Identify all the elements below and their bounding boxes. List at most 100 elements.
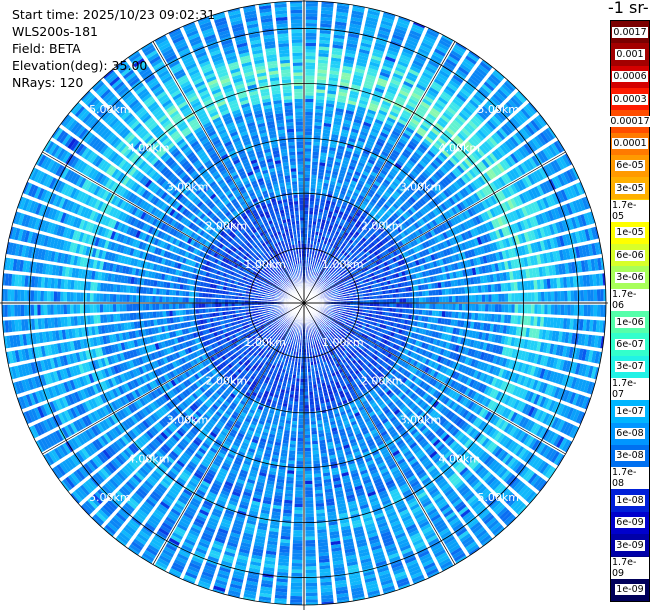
range-label: 1.00km <box>322 336 364 349</box>
radar-ray <box>304 303 467 564</box>
ray-separator <box>21 194 305 304</box>
radar-ray <box>304 79 517 303</box>
ray-separator <box>303 302 581 427</box>
ray-separator <box>303 302 587 412</box>
ray-separator <box>166 33 305 304</box>
range-label: 3.00km <box>400 413 442 426</box>
radar-ray <box>22 303 304 425</box>
radar-ray <box>304 303 505 537</box>
radar-ray <box>227 303 304 599</box>
ray-separator <box>303 302 469 557</box>
colorbar-segment: 3e-08 <box>611 444 649 468</box>
ray-separator <box>101 78 305 304</box>
ray-separator <box>303 302 337 604</box>
radar-ray <box>304 211 596 303</box>
radar-ray <box>304 69 505 303</box>
radar-ray <box>304 303 454 572</box>
radar-ray <box>304 303 605 349</box>
colorbar-segment: 3e-07 <box>611 355 649 378</box>
range-label: 1.00km <box>244 336 286 349</box>
colorbar-tick-label: 0.0003 <box>612 93 648 105</box>
radar-ray <box>304 303 606 317</box>
radar-ray <box>258 2 304 303</box>
azimuth-spoke <box>152 302 305 565</box>
ray-separator <box>225 11 305 304</box>
ray-count: NRays: 120 <box>12 75 84 90</box>
ray-separator <box>303 270 605 304</box>
colorbar-segment: 3e-05 <box>611 177 649 200</box>
ray-separator <box>303 302 558 468</box>
radar-ray <box>168 27 304 303</box>
radar-ray <box>304 11 396 303</box>
radar-ray <box>2 303 304 333</box>
radar-ray <box>304 303 350 604</box>
ray-separator <box>303 26 428 304</box>
radar-ray <box>2 273 304 303</box>
ray-separator <box>303 179 581 304</box>
colorbar-segment: 6e-08 <box>611 422 649 445</box>
range-label: 2.00km <box>206 375 248 388</box>
radar-ray <box>304 59 493 303</box>
scan-metadata: Start time: 2025/10/23 09:02:31 WLS200s-… <box>12 6 215 91</box>
radar-ray <box>127 50 304 303</box>
range-label: 5.00km <box>89 491 131 504</box>
ray-separator <box>69 112 305 304</box>
range-label: 3.00km <box>400 181 442 194</box>
radar-ray <box>182 21 304 303</box>
azimuth-spoke <box>42 151 305 304</box>
colorbar-segment: 1.7e-08 <box>611 467 649 490</box>
radar-ray <box>274 1 304 303</box>
ray-separator <box>113 68 305 304</box>
radar-ray <box>212 11 304 303</box>
colorbar-segment: 1.7e-05 <box>611 199 649 222</box>
radar-ray <box>304 242 602 303</box>
radar-ray <box>304 140 565 303</box>
ray-separator <box>303 112 539 304</box>
ray-separator <box>12 224 305 304</box>
colorbar-segment: 0.0006 <box>611 65 649 88</box>
radar-ray <box>35 153 304 303</box>
colorbar-segment: 6e-05 <box>611 154 649 178</box>
ray-separator <box>2 286 305 304</box>
instrument-id: WLS200s-181 <box>12 24 98 39</box>
colorbar-tick-label: 1e-06 <box>615 316 645 328</box>
colorbar-tick-label: 1.7e-08 <box>611 467 649 490</box>
colorbar-segment: 6e-06 <box>611 244 649 267</box>
ray-separator <box>303 20 413 304</box>
ray-separator <box>303 138 558 304</box>
radar-ray <box>28 303 304 439</box>
colorbar-unit-title: -1 sr- <box>608 0 649 17</box>
radar-ray <box>6 303 304 364</box>
ray-separator <box>69 302 305 494</box>
radar-ray <box>304 303 586 425</box>
ray-separator <box>303 302 596 382</box>
ray-separator <box>195 302 305 586</box>
radar-ray <box>304 303 334 605</box>
radar-ray <box>304 257 605 303</box>
ray-separator <box>303 302 383 595</box>
colorbar-tick-label: 1e-05 <box>615 227 645 239</box>
radar-ray <box>304 303 481 556</box>
ray-separator <box>27 302 305 427</box>
ray-separator <box>34 165 305 304</box>
ray-separator <box>303 302 482 548</box>
radar-ray <box>154 303 304 572</box>
ray-separator <box>240 7 305 304</box>
ray-separator <box>5 302 305 351</box>
ray-separator <box>12 302 305 382</box>
ray-separator <box>210 15 305 304</box>
radar-ray <box>304 303 426 585</box>
colorbar-tick-label: 0.0017 <box>612 26 648 38</box>
ray-separator <box>195 20 305 304</box>
ray-separator <box>180 26 305 304</box>
ray-separator <box>113 302 305 538</box>
radar-ray <box>197 16 304 303</box>
start-time: Start time: 2025/10/23 09:02:31 <box>12 7 216 22</box>
ray-separator <box>303 302 539 494</box>
colorbar-tick-label: 0.00017 <box>609 115 650 127</box>
radar-ray <box>304 181 586 303</box>
ray-separator <box>50 302 305 468</box>
range-label: 5.00km <box>477 491 519 504</box>
colorbar-tick-label: 0.001 <box>615 48 645 60</box>
ray-separator <box>303 15 398 304</box>
